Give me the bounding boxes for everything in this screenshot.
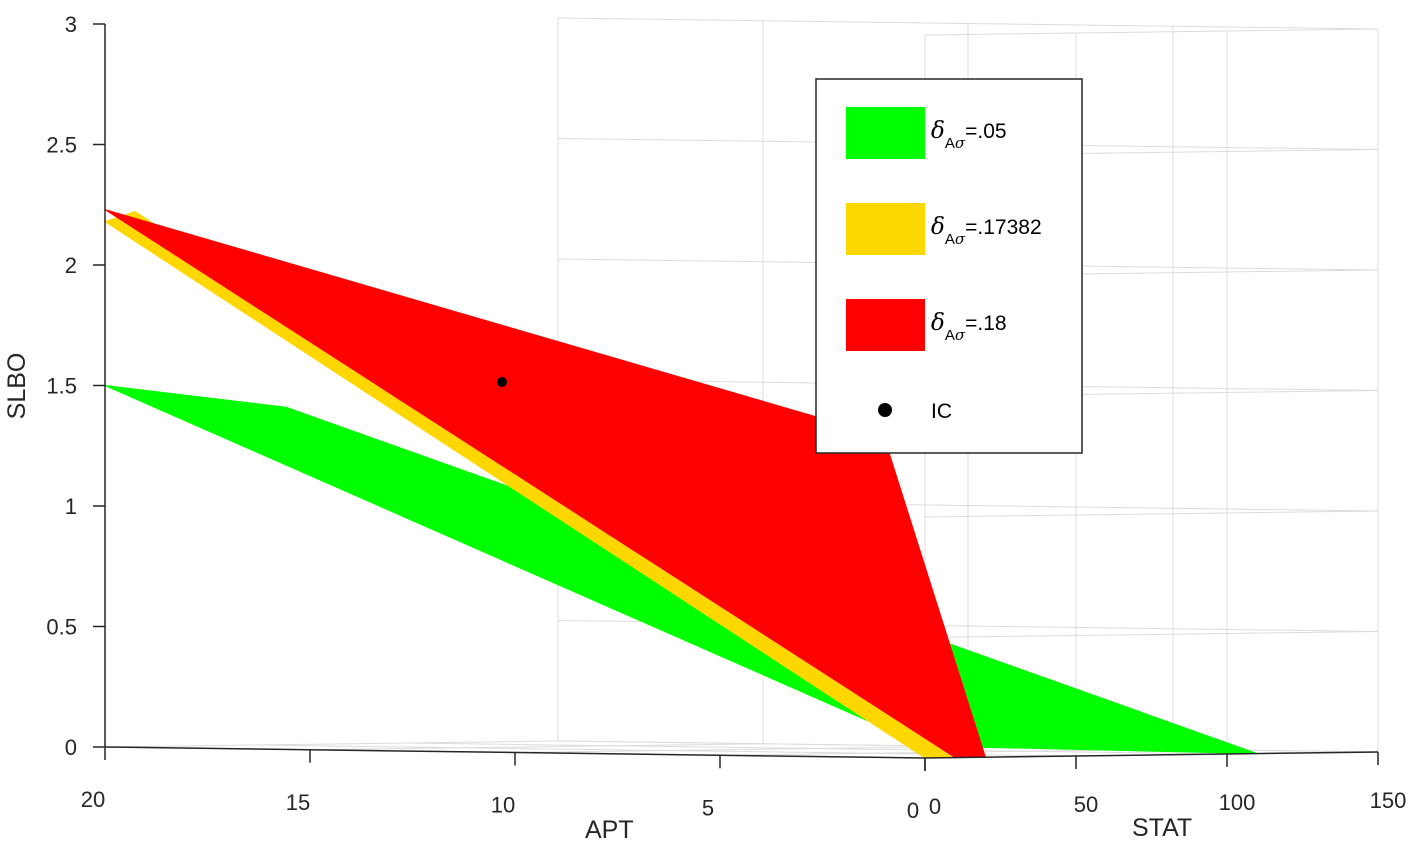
- z-axis-title: SLBO: [3, 353, 31, 420]
- legend-label-0: δAσ=.05: [931, 118, 1007, 152]
- legend-swatch-2: [846, 299, 925, 351]
- legend-swatch-0: [846, 107, 925, 159]
- legend-marker-ic: [878, 403, 892, 417]
- z-tick-label: 0.5: [46, 615, 77, 640]
- x-tick-label: 0: [907, 798, 919, 823]
- x-axis-title: APT: [585, 816, 634, 843]
- z-tick-label: 0: [65, 735, 77, 760]
- grid-line: [104, 740, 559, 748]
- legend: δAσ=.05 δAσ=.17382 δAσ=.18 IC: [815, 78, 1083, 454]
- x-tick-label: 15: [286, 790, 310, 815]
- z-tick-label: 3: [65, 12, 77, 37]
- grid-line: [924, 631, 1379, 638]
- y-tick-label: 150: [1370, 788, 1407, 813]
- points: [497, 376, 507, 387]
- x-tick-label: 20: [81, 787, 105, 812]
- axes: [93, 23, 1379, 771]
- grid-line: [924, 28, 1379, 36]
- y-tick-label: 50: [1074, 792, 1098, 817]
- ic-point: [497, 376, 507, 387]
- legend-label-1: δAσ=.17382: [931, 214, 1042, 248]
- y-axis-title: STAT: [1132, 814, 1192, 842]
- legend-label-2: δAσ=.18: [931, 310, 1007, 344]
- z-tick-label: 2.5: [46, 133, 77, 158]
- legend-swatch-1: [846, 203, 925, 255]
- z-tick-label: 2: [65, 253, 77, 278]
- grid-line: [406, 742, 1228, 755]
- y-tick-label: 0: [929, 794, 941, 819]
- x-tick-label: 10: [491, 793, 515, 818]
- y-tick-label: 100: [1219, 790, 1256, 815]
- y-axis-line: [924, 751, 1379, 759]
- grid-line: [309, 743, 764, 751]
- z-tick-label: 1: [65, 494, 77, 519]
- grid-line: [514, 746, 969, 753]
- surfaces: [103, 209, 1258, 759]
- legend-label-ic: IC: [931, 400, 952, 423]
- grid-line: [924, 510, 1379, 518]
- z-tick-label: 1.5: [46, 374, 77, 399]
- x-tick-label: 5: [702, 795, 714, 820]
